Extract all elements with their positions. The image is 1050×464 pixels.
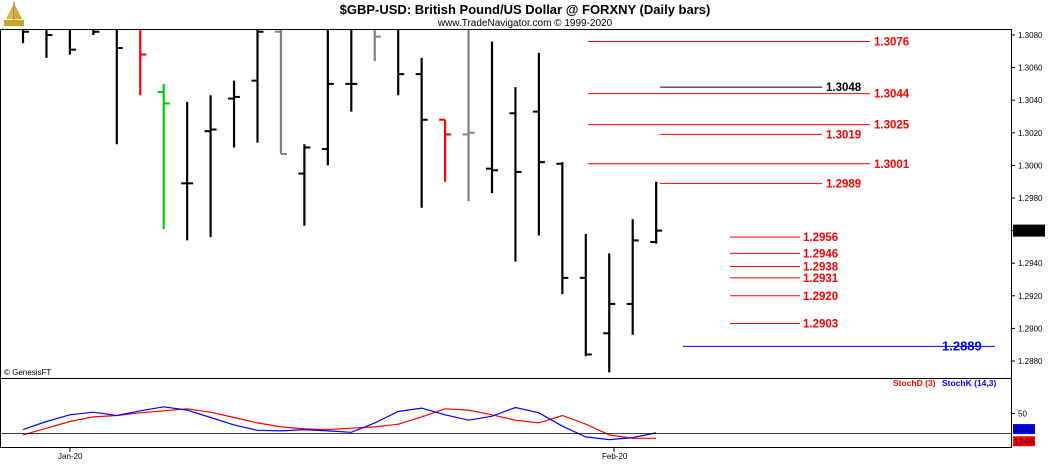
stoch-last-label: 20.81 [1014,425,1035,434]
date-tick-label: Feb-20 [602,452,628,461]
ohlc-bar [532,52,545,236]
ohlc-bar [157,83,170,229]
ohlc-bar [462,30,475,202]
price-bars [21,30,663,373]
ohlc-bar [45,30,53,58]
ohlc-bar [274,30,287,155]
ohlc-bar [509,87,522,262]
level-label: 1.2920 [803,291,838,303]
stoch-last-marker [1013,436,1035,447]
price-tick-label: 1.3080 [1018,31,1043,40]
ohlc-bar [228,80,241,148]
level-label: 1.2989 [826,178,861,190]
level-label: 1.3019 [826,129,861,141]
ohlc-bar [397,30,405,96]
logo [4,2,24,26]
price-tick-label: 1.2900 [1018,324,1043,333]
level-label: 1.3025 [874,120,910,132]
level-label: 1.3001 [874,159,910,171]
level-label: 1.3044 [874,89,910,101]
price-axis: 1.3080 1.3060 1.3040 1.3020 1.3000 1.2980 1.29… [1011,31,1045,366]
ohlc-bar [115,30,123,145]
stoch-last-label: 13.05 [1014,437,1035,446]
support-resistance-levels: 1.3076 1.3048 1.3044 1.3025 1.3019 1.3001 1.29… [588,37,995,353]
stochastic-lines [1,406,1011,441]
stoch-panel-frame [0,378,1012,448]
price-tick-label: 1.3060 [1018,64,1043,73]
ohlc-bar [21,30,29,44]
date-tick-label: Jan-20 [58,452,83,461]
level-label: 1.2938 [803,261,839,273]
ohlc-bar [139,30,147,96]
legend-stoch-k: StochK (14,3) [942,378,996,388]
ohlc-bar [603,253,616,373]
stoch-last-marker [1013,424,1035,435]
price-tick-label: 1.2880 [1018,357,1043,366]
ohlc-bar [92,30,100,35]
ohlc-bar [439,118,452,182]
stoch-tick-label: 50 [1018,410,1027,419]
price-tick-label: 1.2920 [1018,292,1043,301]
chart-title: $GBP-USD: British Pound/US Dollar @ FORX… [340,2,711,17]
stoch-axis: 50 20.81 13.05 [1011,410,1035,447]
level-label: 1.2956 [803,232,838,244]
ohlc-bar [298,144,311,226]
chart-subtitle: www.TradeNavigator.com © 1999-2020 [437,18,613,29]
ohlc-bar [650,181,663,244]
ohlc-bar [579,233,592,357]
legend-stoch-d: StochD (3) [893,378,936,388]
stoch-series-line [22,406,657,441]
ohlc-bar [321,30,334,166]
date-axis: Jan-20 Feb-20 [58,448,628,461]
ohlc-bar [251,30,264,143]
level-label: 1.2931 [803,273,839,285]
price-tick-label: 1.3020 [1018,129,1043,138]
price-tick-label: 1.2940 [1018,259,1043,268]
ohlc-bar [181,101,194,241]
ohlc-bar [486,41,498,194]
level-label: 1.2889 [942,338,982,353]
last-price-label: 1.2960 [1015,227,1040,236]
ohlc-bar [626,219,639,335]
level-label: 1.3076 [874,37,909,49]
ohlc-bar [345,30,358,112]
last-price-marker [1013,224,1045,237]
sailing-ship-logo-icon [4,2,24,26]
ohlc-bar [373,30,381,62]
level-label: 1.3048 [826,82,862,94]
ohlc-bar [415,57,428,208]
ohlc-bar [556,162,569,295]
level-label: 1.2946 [803,248,838,260]
ohlc-bar [68,30,76,55]
price-tick-label: 1.2980 [1018,194,1043,203]
price-tick-label: 1.3040 [1018,96,1043,105]
ohlc-bar [204,95,217,238]
level-label: 1.2903 [803,319,838,331]
price-tick-label: 1.3000 [1018,161,1043,170]
watermark: © GenesisFT [4,368,51,377]
